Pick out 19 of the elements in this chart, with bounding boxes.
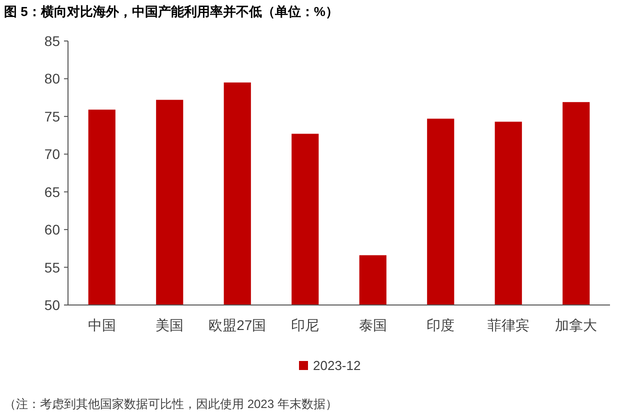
x-tick-label: 美国 xyxy=(156,317,184,333)
x-tick-label: 菲律宾 xyxy=(487,317,530,333)
legend-label: 2023-12 xyxy=(313,358,361,373)
x-tick-label: 欧盟27国 xyxy=(208,317,266,333)
chart-title: 图 5：横向对比海外，中国产能利用率并不低（单位：%） xyxy=(4,4,338,19)
y-tick-label: 65 xyxy=(44,184,60,200)
x-tick-label: 中国 xyxy=(88,317,116,333)
text: （注：考虑到其他国家数据可比性，因此使用 2023 年末数据） xyxy=(4,397,338,411)
y-tick-label: 55 xyxy=(44,259,60,276)
x-tick-label: 泰国 xyxy=(358,317,387,333)
y-tick-label: 80 xyxy=(44,70,60,87)
y-tick-label: 70 xyxy=(44,146,60,162)
y-tick-label: 60 xyxy=(44,222,60,238)
x-tick-label: 印尼 xyxy=(291,317,320,333)
y-tick-label: 75 xyxy=(44,108,60,124)
y-tick-label: 50 xyxy=(44,297,60,313)
x-tick-label: 印度 xyxy=(426,317,455,333)
x-tick-label: 加拿大 xyxy=(555,317,598,333)
y-tick-label: 85 xyxy=(44,33,60,49)
